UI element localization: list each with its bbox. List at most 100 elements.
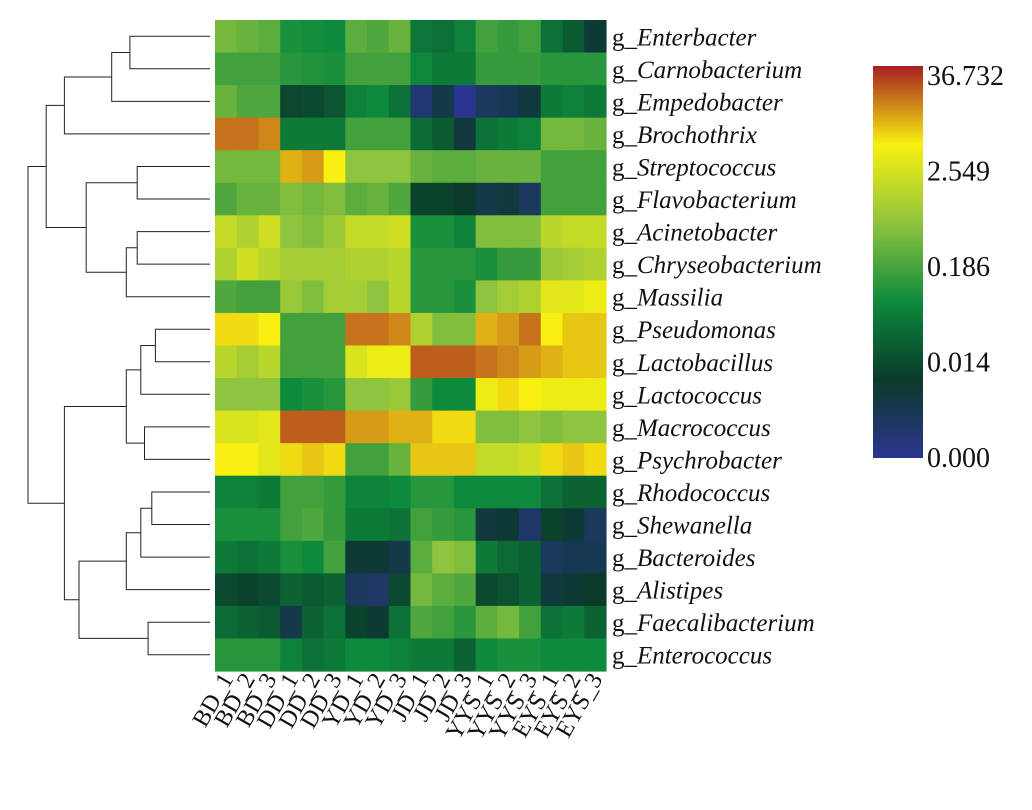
heatmap-cell — [453, 508, 477, 542]
heatmap-cell — [475, 345, 498, 379]
heatmap-cell — [236, 247, 260, 281]
heatmap-cell — [388, 150, 412, 184]
dendrogram-branch — [147, 621, 210, 656]
heatmap-cell — [453, 410, 477, 444]
heatmap-cell — [432, 410, 455, 444]
heatmap-cell — [453, 475, 477, 509]
heatmap-cell — [388, 52, 412, 86]
heatmap-cell — [280, 280, 303, 314]
heatmap-cell — [367, 312, 390, 347]
heatmap-cell — [236, 638, 260, 672]
heatmap-cell — [215, 215, 238, 249]
dendrogram-branch — [136, 166, 210, 200]
heatmap-cell — [432, 508, 455, 542]
heatmap-cell — [215, 150, 238, 184]
heatmap-cell — [584, 475, 607, 509]
heatmap-cell — [367, 117, 390, 151]
heatmap-cell — [280, 215, 303, 249]
heatmap-cell — [367, 443, 390, 477]
heatmap-cell — [388, 443, 412, 477]
heatmap-cell — [410, 573, 433, 607]
row-label: g_Massilia — [612, 285, 723, 312]
dendrogram-branch — [125, 532, 210, 591]
heatmap-cell — [497, 215, 520, 249]
heatmap-cell — [258, 573, 281, 607]
heatmap-cell — [584, 443, 607, 477]
heatmap-cell — [215, 182, 238, 216]
heatmap-cell — [280, 475, 303, 509]
heatmap-cell — [367, 410, 390, 444]
heatmap-cell — [323, 443, 346, 477]
heatmap-cell — [367, 378, 390, 412]
heatmap-cell — [345, 280, 368, 314]
dendrogram-branch — [154, 328, 210, 363]
heatmap-cell — [323, 540, 346, 574]
heatmap-cell — [258, 508, 281, 542]
heatmap-cell — [345, 150, 368, 184]
heatmap-cell — [432, 247, 455, 281]
heatmap-cell — [432, 573, 455, 607]
heatmap-cell — [301, 312, 325, 347]
heatmap-cell — [258, 52, 281, 86]
heatmap-cell — [497, 345, 520, 379]
heatmap-cell — [562, 247, 585, 281]
heatmap-cell — [236, 605, 260, 640]
heatmap-cell — [280, 247, 303, 281]
heatmap-cells — [215, 20, 607, 672]
heatmap-cell — [280, 573, 303, 607]
heatmap-cell — [475, 52, 498, 86]
heatmap-cell — [323, 312, 346, 347]
dendrogram-branch — [78, 560, 149, 639]
heatmap-cell — [367, 540, 390, 574]
heatmap-cell — [258, 475, 281, 509]
row-label: g_Lactococcus — [612, 382, 762, 409]
row-label: g_Carnobacterium — [612, 57, 802, 84]
heatmap-cell — [519, 638, 542, 672]
heatmap-cell — [258, 182, 281, 216]
heatmap-cell — [410, 52, 433, 86]
legend-tick-label: 0.014 — [927, 348, 990, 379]
heatmap-cell — [236, 52, 260, 86]
heatmap-cell — [562, 605, 585, 640]
heatmap-cell — [388, 247, 412, 281]
heatmap-cell — [475, 573, 498, 607]
heatmap-cell — [258, 410, 281, 444]
heatmap-cell — [410, 508, 433, 542]
heatmap-cell — [367, 215, 390, 249]
heatmap-cell — [215, 52, 238, 86]
dendrogram-branch — [125, 247, 210, 298]
heatmap-cell — [540, 52, 564, 86]
heatmap-cell — [453, 443, 477, 477]
dendrogram-branch — [140, 507, 210, 558]
heatmap-cell — [236, 475, 260, 509]
heatmap-cell — [410, 312, 433, 347]
heatmap-cell — [215, 475, 238, 509]
heatmap-cell — [497, 52, 520, 86]
legend-tick-label: 0.000 — [927, 443, 990, 474]
heatmap-cell — [497, 280, 520, 314]
heatmap-cell — [519, 345, 542, 379]
heatmap-cell — [475, 280, 498, 314]
heatmap-cell — [388, 312, 412, 347]
row-labels: g_Enterbacter g_Carnobacterium g_Empedobac… — [612, 24, 822, 669]
heatmap-cell — [301, 247, 325, 281]
heatmap-cell — [345, 312, 368, 347]
heatmap-cell — [367, 638, 390, 672]
heatmap-cell — [345, 20, 368, 54]
heatmap-cell — [562, 215, 585, 249]
heatmap-cell — [301, 540, 325, 574]
heatmap-cell — [301, 20, 325, 54]
heatmap-cell — [301, 52, 325, 86]
heatmap-cell — [519, 443, 542, 477]
row-label: g_Faecalibacterium — [612, 610, 815, 637]
heatmap-cell — [323, 85, 346, 119]
legend-tick-label: 2.549 — [927, 157, 990, 188]
heatmap-cell — [236, 508, 260, 542]
heatmap-cell — [519, 280, 542, 314]
heatmap-cell — [475, 182, 498, 216]
heatmap-cell — [410, 638, 433, 672]
heatmap-cell — [301, 508, 325, 542]
heatmap-cell — [388, 345, 412, 379]
heatmap-cell — [345, 378, 368, 412]
heatmap-cell — [453, 378, 477, 412]
